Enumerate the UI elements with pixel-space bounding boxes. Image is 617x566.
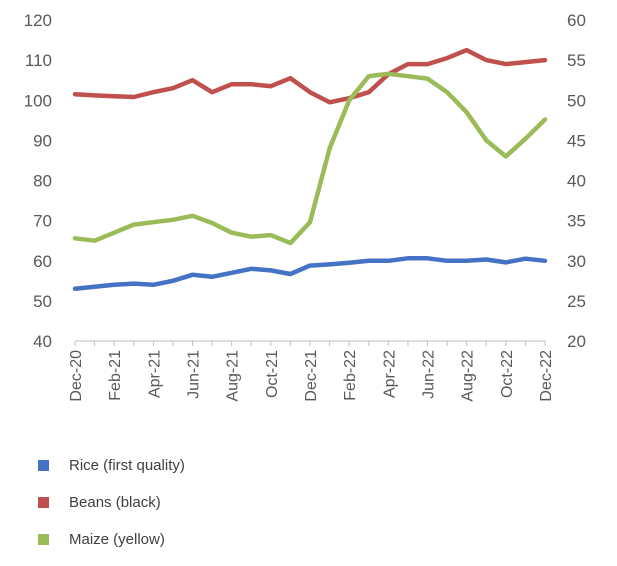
x-axis: Dec-20 Feb-21 Apr-21 Jun-21 Aug-21 Oct-21 Dec-… [68,341,555,402]
right-y-tick-label: 50 [567,91,586,110]
right-y-tick-label: 40 [567,172,586,191]
x-tick-label: Dec-20 [68,350,85,402]
left-y-tick-label: 40 [33,332,52,351]
left-y-tick-label: 110 [25,51,52,70]
x-tick-label: Aug-21 [225,350,242,402]
x-tick-label: Oct-21 [264,350,281,398]
x-tick-label: Jun-22 [421,350,438,399]
left-y-tick-label: 50 [33,292,52,311]
legend-label-beans: Beans (black) [69,493,161,511]
x-tick-label: Apr-21 [146,350,163,398]
legend-item-beans: Beans (black) [38,492,185,512]
left-y-tick-label: 60 [33,252,52,271]
right-y-tick-label: 25 [567,292,586,311]
left-y-tick-label: 70 [33,212,52,231]
x-tick-label: Aug-22 [460,350,477,402]
x-tick-label: Dec-21 [303,350,320,402]
x-tick-label: Dec-22 [538,350,555,402]
legend-label-rice: Rice (first quality) [69,456,185,474]
x-tick-label: Jun-21 [186,350,203,399]
legend-swatch-maize [38,533,49,545]
legend: Rice (first quality) Beans (black) Maize… [38,455,185,566]
x-tick-label: Apr-22 [381,350,398,398]
right-y-tick-label: 55 [567,51,586,70]
right-y-axis: 20 25 30 35 40 45 50 55 60 [567,11,586,351]
x-tick-label: Oct-22 [499,350,516,398]
left-y-tick-label: 90 [33,131,52,150]
left-y-axis: 40 50 60 70 80 90 100 110 120 [24,11,52,351]
series-line-beans [72,47,548,105]
series-line-rice [72,256,548,292]
right-y-tick-label: 35 [567,212,586,231]
legend-item-maize: Maize (yellow) [38,529,185,549]
x-tick-label: Feb-21 [107,350,124,401]
left-y-tick-label: 80 [33,172,52,191]
series-line-maize [72,71,548,246]
line-chart: 40 50 60 70 80 90 100 110 120 20 25 30 35 40 45 50 55 60… [24,11,586,402]
x-tick-label: Feb-22 [342,350,359,401]
legend-item-rice: Rice (first quality) [38,455,185,475]
right-y-tick-label: 45 [567,131,586,150]
right-y-tick-label: 30 [567,252,586,271]
left-y-tick-label: 100 [24,91,52,110]
left-y-tick-label: 120 [24,11,52,30]
legend-swatch-rice [38,459,49,471]
legend-label-maize: Maize (yellow) [69,530,165,548]
right-y-tick-label: 20 [567,332,586,351]
series-lines [72,47,548,292]
legend-swatch-beans [38,496,49,508]
right-y-tick-label: 60 [567,11,586,30]
